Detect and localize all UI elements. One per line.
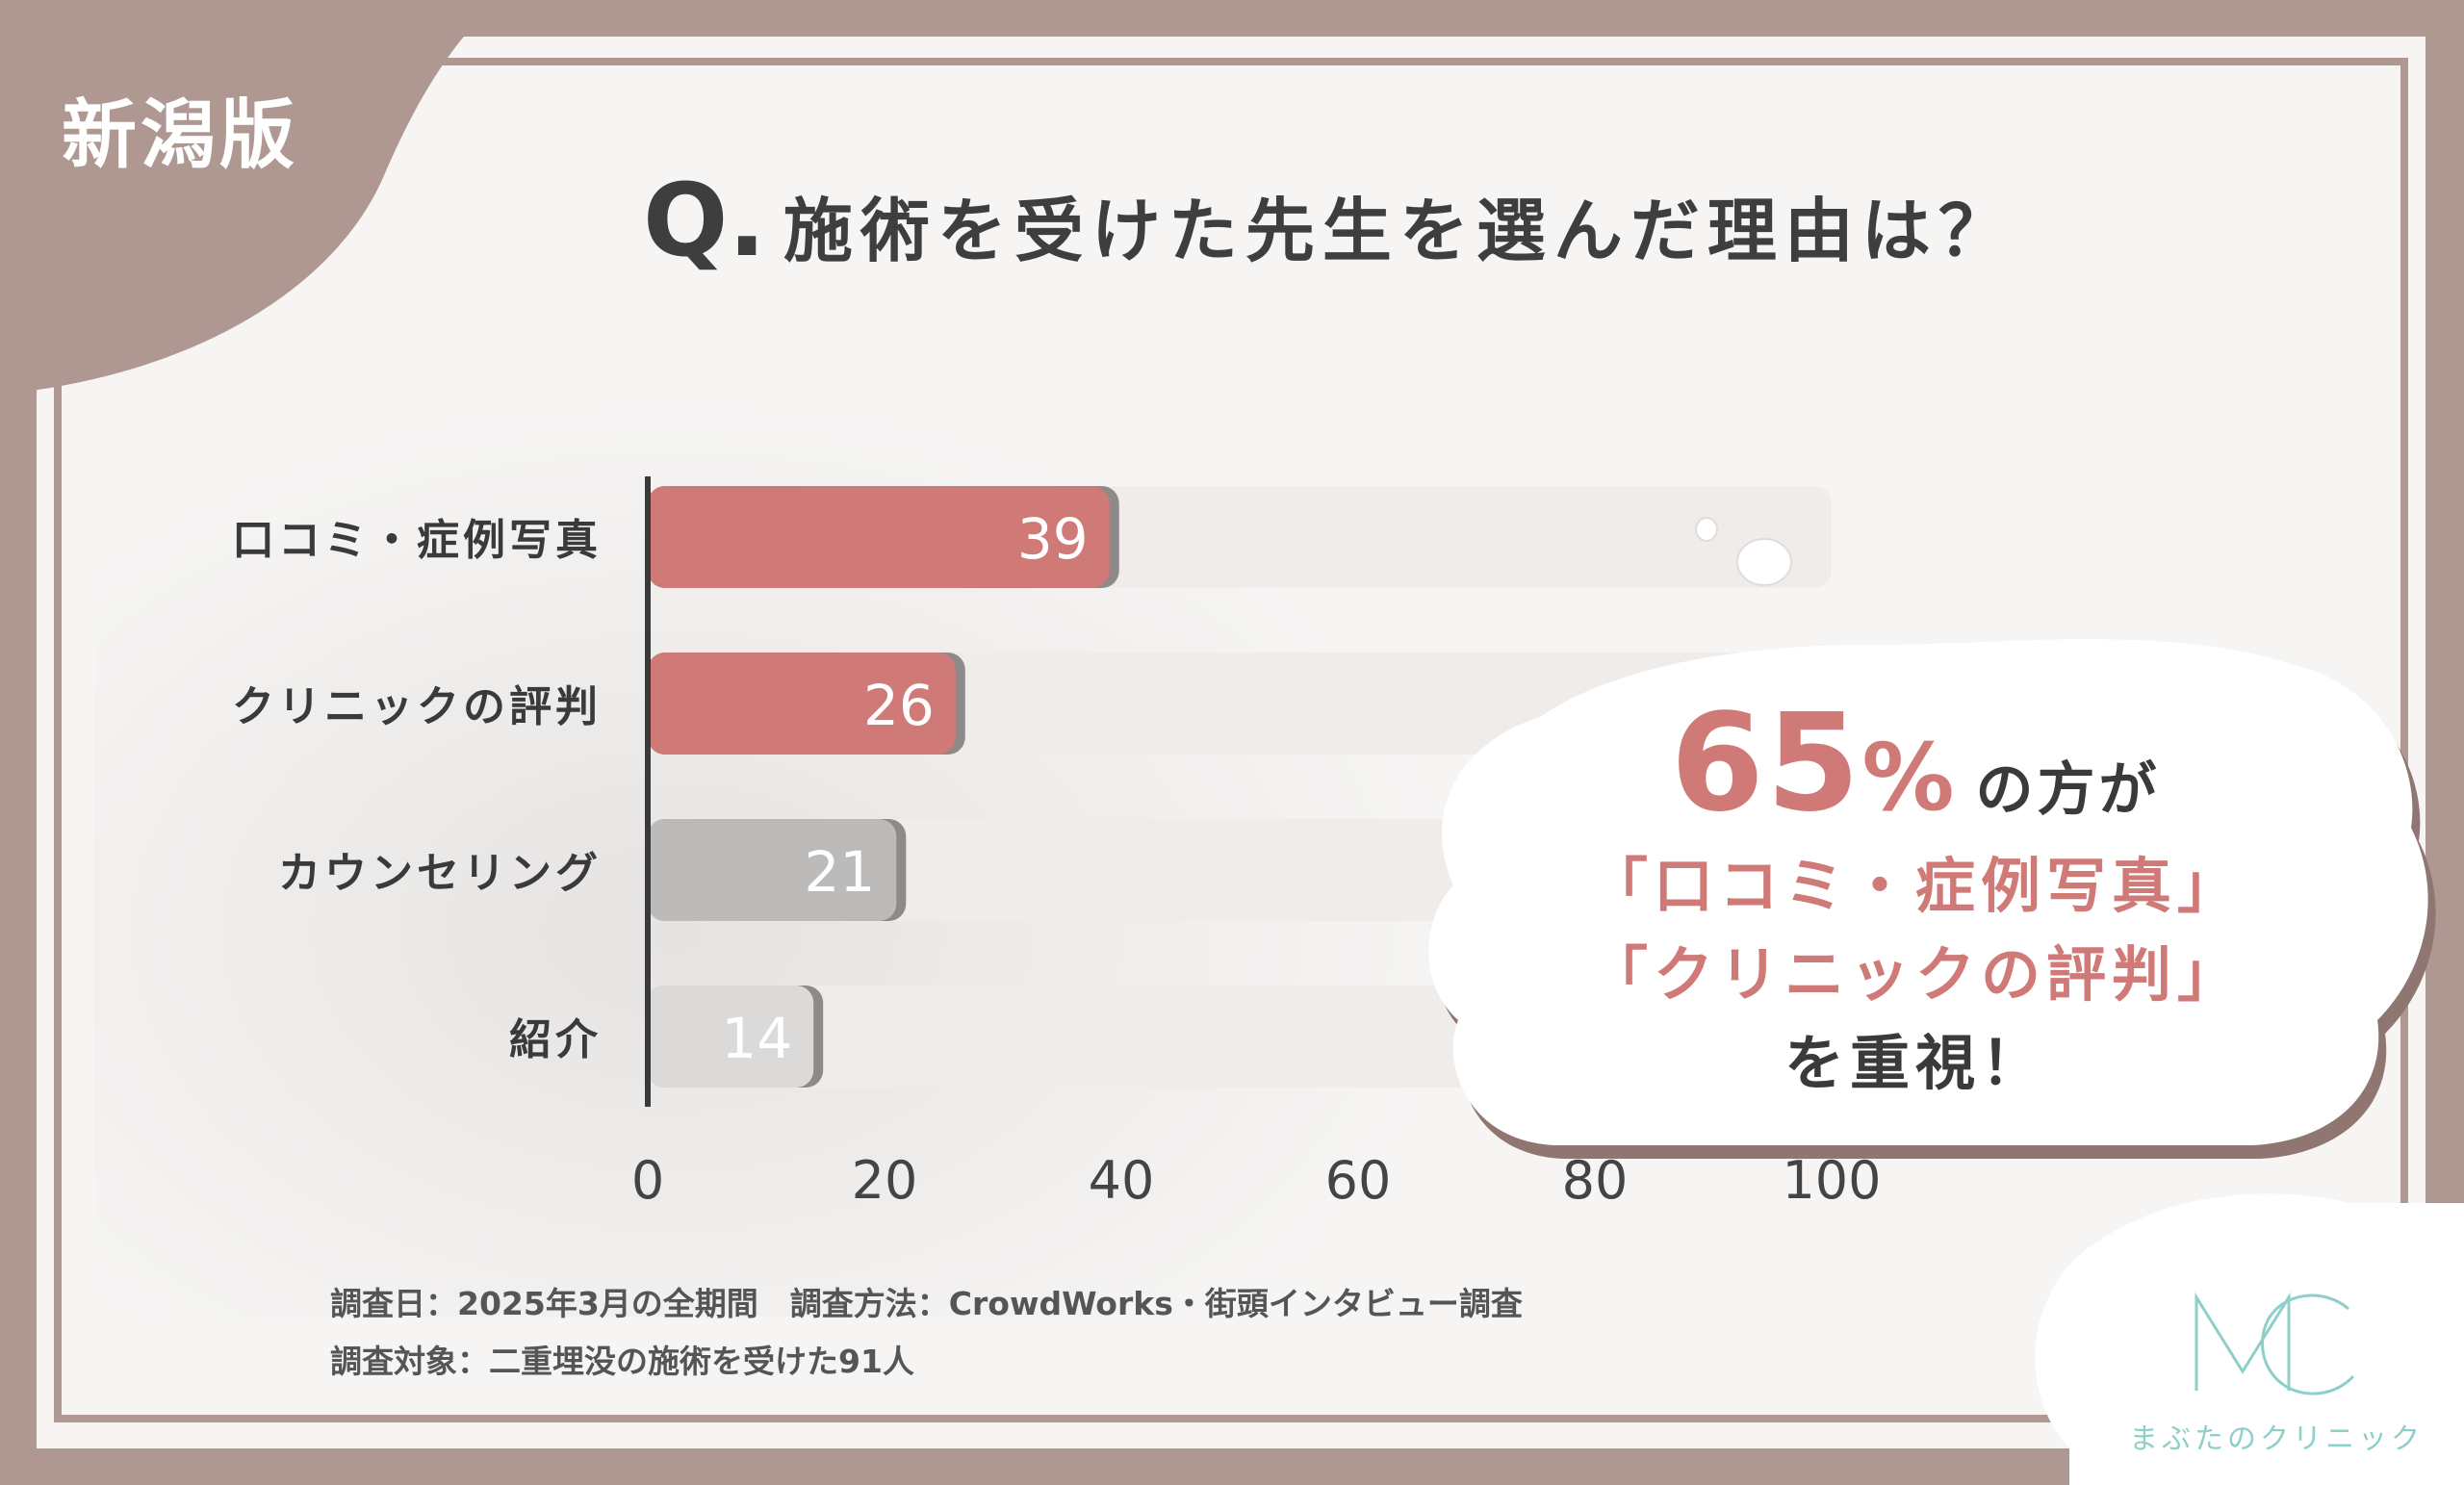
callout-percent: 65: [1670, 685, 1862, 842]
callout-text: 65% の方が 「口コミ・症例写真」 「クリニックの評判」 を重視！: [1434, 685, 2397, 1108]
callout-line-emphasis: を重視！: [1784, 1028, 2046, 1098]
callout-line-reviews: 「口コミ・症例写真」: [1587, 851, 2243, 921]
logo-mark-icon: [2194, 1292, 2355, 1395]
bar: [648, 819, 897, 921]
callout-suffix: の方が: [1975, 756, 2161, 824]
decor-droplet: [1695, 517, 1718, 542]
survey-notes: 調査日：2025年3月の全期間 調査方法：CrowdWorks・街頭インタビュー…: [330, 1275, 1523, 1391]
x-tick-label: 40: [1089, 1150, 1155, 1211]
x-tick-label: 80: [1562, 1150, 1629, 1211]
bar-value-label: 14: [721, 1006, 792, 1071]
bar: [648, 486, 1110, 588]
category-label: クリニックの評判: [232, 682, 602, 731]
page-title: Q. 施術を受けた先生を選んだ理由は？: [643, 162, 2015, 279]
callout-headline: 65% の方が: [1434, 685, 2397, 842]
inner-frame: [54, 58, 2408, 1422]
survey-note-target: 調査対象：二重埋没の施術を受けた91人: [330, 1343, 914, 1380]
bar-value-label: 21: [804, 839, 875, 905]
category-label: カウンセリング: [278, 849, 602, 898]
decor-droplet: [1736, 538, 1792, 586]
category-label: 口コミ・症例写真: [232, 516, 602, 565]
category-label: 紹介: [509, 1015, 602, 1064]
x-tick-label: 20: [852, 1150, 918, 1211]
title-q-marker: Q.: [643, 162, 766, 279]
corner-badge-shape: [0, 0, 500, 395]
bar-value-label: 39: [1017, 506, 1089, 572]
title-text: 施術を受けた先生を選んだ理由は？: [783, 191, 2015, 271]
region-badge: 新潟版: [62, 92, 299, 179]
x-tick-label: 60: [1325, 1150, 1392, 1211]
x-tick-label: 0: [631, 1150, 664, 1211]
callout-percent-sign: %: [1861, 724, 1959, 832]
bar: [648, 653, 956, 755]
bar: [648, 986, 814, 1088]
callout-line-reputation: 「クリニックの評判」: [1587, 939, 2243, 1010]
logo-name: まぶたのクリニック: [2129, 1422, 2424, 1456]
x-tick-label: 100: [1782, 1150, 1881, 1211]
survey-note-method: 調査日：2025年3月の全期間 調査方法：CrowdWorks・街頭インタビュー…: [330, 1285, 1523, 1322]
bar-value-label: 26: [863, 673, 935, 738]
